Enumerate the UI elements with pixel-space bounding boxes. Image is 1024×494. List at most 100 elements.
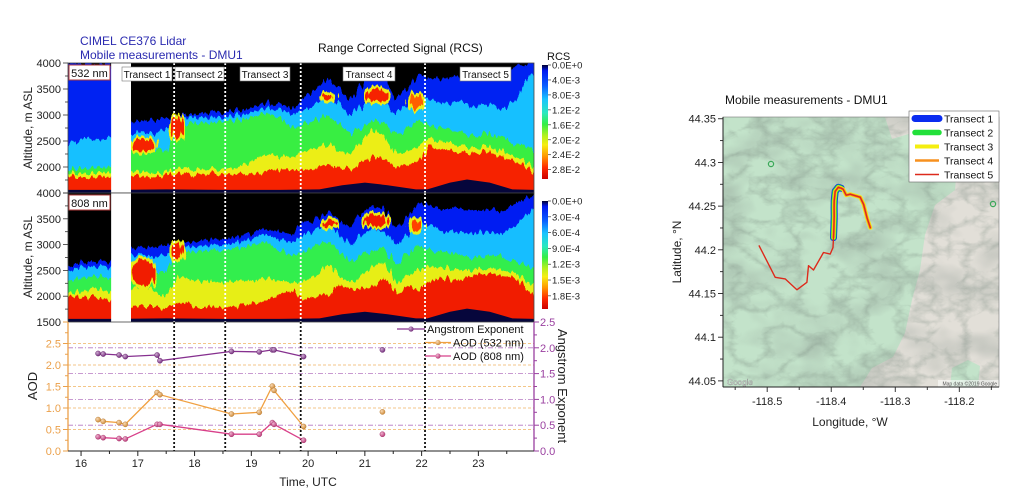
colorbar-tick-label: 1.5E-3 <box>552 276 580 287</box>
time-tick-label: 20 <box>302 458 314 470</box>
y-tick-label: 3500 <box>37 84 61 96</box>
transect-label-4: Transect 4 <box>342 66 396 82</box>
map-legend-item: Transect 3 <box>915 142 993 154</box>
map-title: Mobile measurements - DMU1 <box>725 93 888 107</box>
elevated-aerosol-layer <box>132 138 155 152</box>
time-axis-label: Time, UTC <box>279 475 337 489</box>
angstrom-tick-label: 0.5 <box>540 420 555 432</box>
data-point-aod-808 <box>271 421 277 428</box>
signal-band <box>68 146 534 193</box>
elevated-aerosol-layer <box>323 94 334 100</box>
colorbar-tick-label: 1.2E-3 <box>552 260 580 271</box>
elevated-aerosol-layer <box>364 214 388 227</box>
map-legend-item: Transect 4 <box>915 156 993 168</box>
y-tick-label: 1500 <box>37 317 61 329</box>
data-point-angstrom <box>228 348 235 355</box>
transect-label-box <box>342 66 396 82</box>
legend-item-aod-532: AOD (532 nm) <box>425 338 524 350</box>
map-legend-label: Transect 3 <box>944 142 993 154</box>
data-point-angstrom <box>122 353 129 360</box>
colorbar-tick-label: 0.0E+0 <box>552 197 582 208</box>
legend-item-angstrom: Angstrom Exponent <box>397 324 524 336</box>
map-legend-label: Transect 4 <box>944 156 993 168</box>
transect-label-text: Transect 5 <box>462 70 509 81</box>
data-point-aod-532 <box>100 418 106 425</box>
angstrom-tick-label: 2.5 <box>540 317 555 329</box>
data-point-aod-532 <box>116 419 122 426</box>
latitude-tick-label: 44.2 <box>695 245 716 257</box>
map-legend-label: Transect 1 <box>944 114 993 126</box>
y-tick-label: 3000 <box>37 110 61 122</box>
transect-label-text: Transect 2 <box>176 70 223 81</box>
elevated-aerosol-layer <box>410 94 421 109</box>
transect-label-box <box>459 66 512 82</box>
time-tick-label: 16 <box>75 458 87 470</box>
angstrom-tick-label: 2.0 <box>540 343 555 355</box>
transect-label-box <box>174 66 225 82</box>
colorbar-tick-label: 2.0E-2 <box>552 135 580 146</box>
legend-label: Angstrom Exponent <box>427 324 524 336</box>
data-point-aod-532 <box>271 387 277 394</box>
time-tick-label: 23 <box>472 458 484 470</box>
angstrom-tick-label: 0.0 <box>540 446 555 458</box>
map-pin-icon <box>989 200 997 208</box>
data-point-aod-808 <box>300 437 307 444</box>
lidar-panel-808: 1500 2000 2500 3000 3500 4000 <box>37 188 535 329</box>
aod-tick-label: 1.5 <box>46 382 61 394</box>
colorbar <box>542 65 548 179</box>
data-point-angstrom <box>256 349 263 355</box>
transect-label-box <box>239 66 291 82</box>
angstrom-axis-label: Angstrom Exponent <box>555 329 570 444</box>
panel-label-text: 532 nm <box>71 68 108 80</box>
time-tick-label: 22 <box>415 458 427 470</box>
map-legend-item: Transect 5 <box>915 170 993 182</box>
aod-tick-label: 2.0 <box>46 360 61 372</box>
panel-label-532: 532 nm <box>68 64 111 81</box>
longitude-tick-label: -118.3 <box>880 396 910 408</box>
data-point-aod-808 <box>228 431 235 438</box>
data-point-aod-532 <box>228 411 235 417</box>
data-point-angstrom <box>95 350 101 357</box>
lidar-plot-area <box>68 193 534 322</box>
data-point-aod-532 <box>157 391 163 398</box>
colorbar-tick-label: 2.4E-2 <box>552 150 580 161</box>
y-tick-label: 4000 <box>37 188 61 200</box>
colorbar-tick-label: 4.0E-3 <box>552 75 580 86</box>
legend-label: AOD (532 nm) <box>453 338 524 350</box>
lidar-campaign-title: Mobile measurements - DMU1 <box>80 48 243 62</box>
data-point-aod-808 <box>157 421 163 428</box>
transect-label-box <box>121 66 173 82</box>
data-point-aod-808 <box>122 436 129 442</box>
lidar-panel-532: 2000 2500 3000 3500 4000 <box>37 58 535 194</box>
longitude-tick-label: -118.5 <box>752 396 782 408</box>
transect-label-text: Transect 1 <box>124 70 171 81</box>
aod-panel: 0.0 0.5 1.0 1.5 2.0 2.5 0.0 0.5 1.0 1.5 2.0 2.5 16 17… <box>46 317 556 470</box>
data-point-angstrom <box>300 353 307 360</box>
map-figure: Mobile measurements - DMU1 Google Map da… <box>670 93 1000 429</box>
y-tick-label: 2000 <box>37 162 61 174</box>
y-axis-label-532: Altitude, m ASL <box>21 87 35 169</box>
data-point-angstrom <box>157 357 163 364</box>
elevated-aerosol-layer <box>171 117 183 139</box>
elevated-aerosol-layer <box>323 219 337 227</box>
aod-tick-label: 0.5 <box>46 425 61 437</box>
lidar-figure: CIMEL CE376 Lidar Mobile measurements - … <box>21 34 582 489</box>
rcs-chart-title: Range Corrected Signal (RCS) <box>318 41 483 55</box>
data-point-aod-808 <box>95 434 101 440</box>
time-tick-label: 18 <box>188 458 200 470</box>
data-point-aod-808 <box>256 431 263 438</box>
colorbar-tick-label: 2.8E-2 <box>552 165 580 176</box>
time-tick-label: 21 <box>359 458 371 470</box>
data-point-aod-532 <box>122 421 129 428</box>
colorbar-title: RCS <box>547 51 570 63</box>
data-point-angstrom <box>379 347 386 353</box>
aod-tick-label: 2.5 <box>46 339 61 351</box>
legend-swatch-marker <box>408 326 414 332</box>
transect-label-5: Transect 5 <box>459 66 512 82</box>
longitude-tick-label: -118.4 <box>816 396 846 408</box>
elevated-aerosol-layer <box>410 218 421 232</box>
angstrom-tick-label: 1.0 <box>540 394 555 406</box>
data-point-angstrom <box>116 352 122 358</box>
latitude-tick-label: 44.35 <box>688 114 716 126</box>
